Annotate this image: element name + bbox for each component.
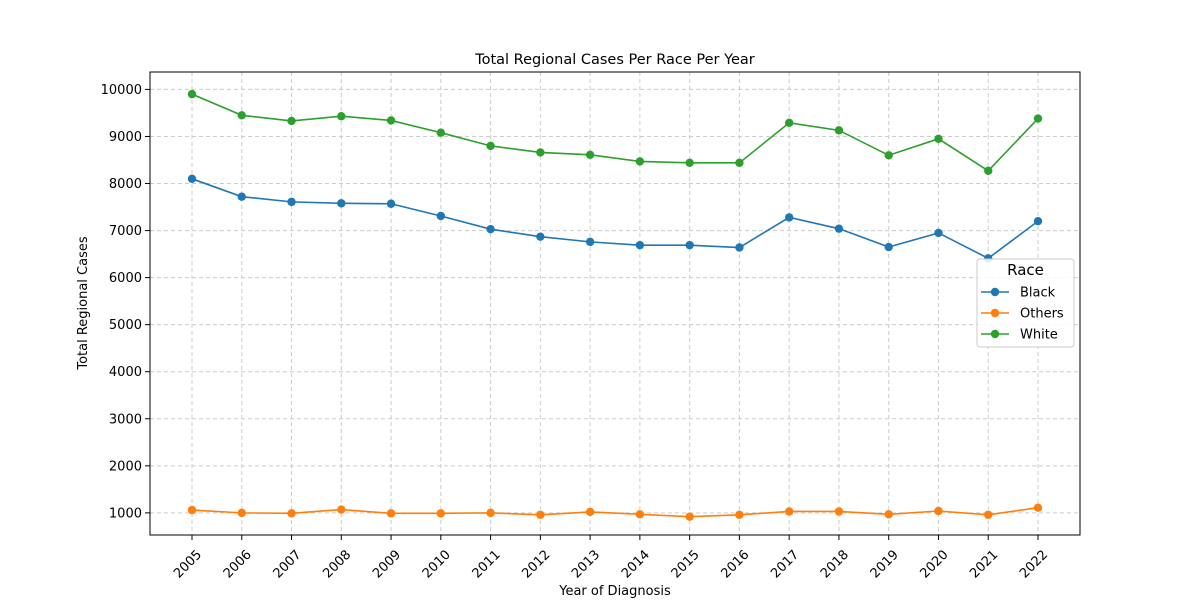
data-point-black — [884, 242, 893, 252]
data-point-others — [834, 507, 844, 516]
y-tick-label: 3000 — [109, 412, 142, 427]
data-point-white — [984, 166, 993, 176]
data-point-black — [287, 197, 296, 207]
data-point-black — [685, 240, 694, 250]
y-tick-label: 8000 — [109, 177, 142, 192]
data-point-black — [735, 243, 744, 252]
data-point-white — [287, 116, 296, 126]
data-point-white — [685, 158, 694, 168]
data-point-black — [536, 232, 545, 241]
legend-label: Black — [1020, 286, 1056, 301]
data-point-white — [834, 126, 844, 135]
data-point-white — [237, 111, 246, 120]
grid — [150, 72, 1080, 535]
series-others — [187, 503, 1043, 521]
data-point-black — [237, 192, 246, 201]
data-point-black — [585, 237, 595, 247]
data-point-others — [735, 510, 744, 519]
series-white — [187, 89, 1043, 176]
data-point-black — [436, 211, 446, 221]
legend-item-others: Others — [981, 307, 1064, 322]
legend: Race Black Others White — [976, 258, 1075, 348]
data-point-others — [386, 509, 396, 518]
x-axis-label: Year of Diagnosis — [558, 584, 671, 599]
data-point-white — [386, 116, 396, 125]
data-point-white — [187, 89, 197, 99]
data-point-white — [735, 158, 744, 168]
data-point-others — [635, 510, 645, 519]
data-point-others — [984, 510, 993, 519]
y-tick-label: 10000 — [101, 83, 142, 98]
data-point-white — [1033, 114, 1043, 123]
data-point-others — [685, 512, 694, 521]
y-tick-label: 4000 — [109, 365, 142, 380]
series-line-black — [191, 178, 1039, 260]
y-tick-label: 9000 — [109, 130, 142, 145]
data-point-black — [784, 213, 794, 222]
legend-item-black: Black — [981, 286, 1056, 301]
data-point-white — [635, 157, 645, 166]
data-point-others — [585, 507, 595, 517]
plot-area-frame — [149, 71, 1081, 536]
data-point-others — [884, 510, 893, 519]
data-point-white — [486, 141, 495, 151]
legend-label: Others — [1020, 307, 1064, 322]
data-point-black — [187, 174, 197, 184]
data-point-others — [436, 509, 446, 518]
y-tick-label: 6000 — [109, 271, 142, 286]
data-point-others — [934, 506, 943, 516]
data-point-white — [436, 128, 446, 137]
y-tick-label: 7000 — [109, 224, 142, 239]
data-point-others — [486, 508, 495, 518]
data-point-others — [237, 508, 246, 518]
series-black — [187, 174, 1043, 263]
series-line-white — [191, 93, 1039, 172]
data-point-white — [784, 118, 794, 128]
data-point-black — [386, 199, 396, 208]
y-axis-label: Total Regional Cases — [76, 236, 91, 371]
data-point-white — [536, 148, 545, 157]
data-point-others — [536, 510, 545, 519]
data-point-white — [585, 150, 595, 160]
data-point-others — [337, 505, 346, 514]
series-line-others — [191, 506, 1039, 518]
data-point-others — [187, 505, 197, 515]
legend-marker — [990, 308, 1000, 318]
data-point-black — [834, 224, 844, 233]
legend-box — [976, 258, 1075, 348]
legend-marker — [990, 287, 1000, 297]
data-point-others — [784, 507, 794, 516]
data-point-black — [1033, 216, 1043, 226]
data-point-black — [934, 228, 943, 238]
y-tick-label: 1000 — [109, 506, 142, 521]
data-point-black — [337, 199, 346, 208]
series-layer — [187, 89, 1043, 521]
legend-label: White — [1020, 328, 1058, 343]
data-point-white — [337, 112, 346, 121]
chart-title: Total Regional Cases Per Race Per Year — [474, 52, 755, 68]
y-tick-label: 5000 — [109, 318, 142, 333]
legend-marker — [990, 329, 1000, 339]
data-point-white — [884, 151, 893, 160]
data-point-others — [287, 509, 296, 518]
legend-title: Race — [1007, 261, 1044, 279]
data-point-others — [1033, 503, 1043, 512]
legend-item-white: White — [981, 328, 1058, 343]
data-point-black — [486, 224, 495, 234]
data-point-white — [934, 134, 943, 144]
y-tick-label: 2000 — [109, 459, 142, 474]
data-point-black — [635, 240, 645, 250]
